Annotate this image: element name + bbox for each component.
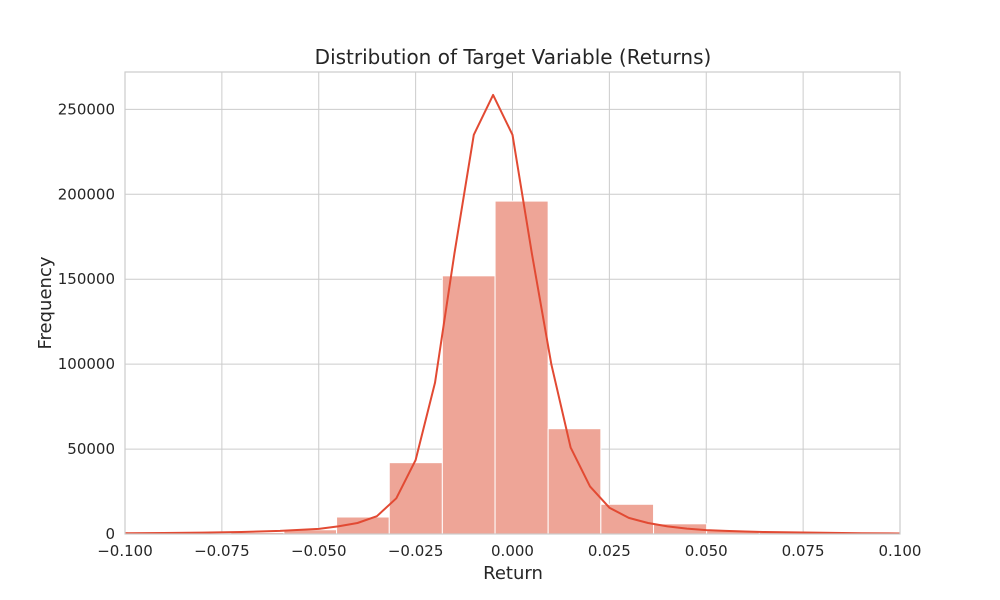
y-tick-label: 50000: [67, 440, 115, 458]
plot-border: [124, 71, 901, 535]
x-tick-label: 0.100: [879, 542, 922, 560]
x-tick-label: 0.025: [588, 542, 631, 560]
kde-curve-group: [124, 93, 901, 535]
plot-frame: [124, 71, 901, 535]
histogram-bar: [441, 275, 496, 535]
x-axis-label: Return: [483, 563, 543, 584]
chart-title: Distribution of Target Variable (Returns…: [315, 45, 712, 69]
x-tick-label: 0.075: [782, 542, 825, 560]
x-tick-label: 0.000: [491, 542, 534, 560]
histogram-bar: [547, 428, 602, 535]
y-tick-label: 250000: [58, 100, 115, 118]
histogram-bar: [600, 503, 655, 535]
y-tick-label: 150000: [58, 270, 115, 288]
y-tick-label: 200000: [58, 185, 115, 203]
histogram-bar: [494, 200, 549, 535]
kde-line: [124, 93, 901, 535]
y-tick-label: 0: [105, 525, 115, 543]
y-axis-label: Frequency: [35, 256, 56, 349]
histogram-bars: [124, 200, 901, 535]
x-tick-label: 0.050: [685, 542, 728, 560]
y-tick-label: 100000: [58, 355, 115, 373]
tick-labels: −0.100 −0.075 −0.050 −0.025 0.000 0.025 0.050 0…: [58, 100, 922, 560]
x-tick-label: −0.050: [291, 542, 347, 560]
x-tick-label: −0.075: [194, 542, 250, 560]
x-tick-label: −0.100: [97, 542, 153, 560]
x-tick-label: −0.025: [388, 542, 444, 560]
